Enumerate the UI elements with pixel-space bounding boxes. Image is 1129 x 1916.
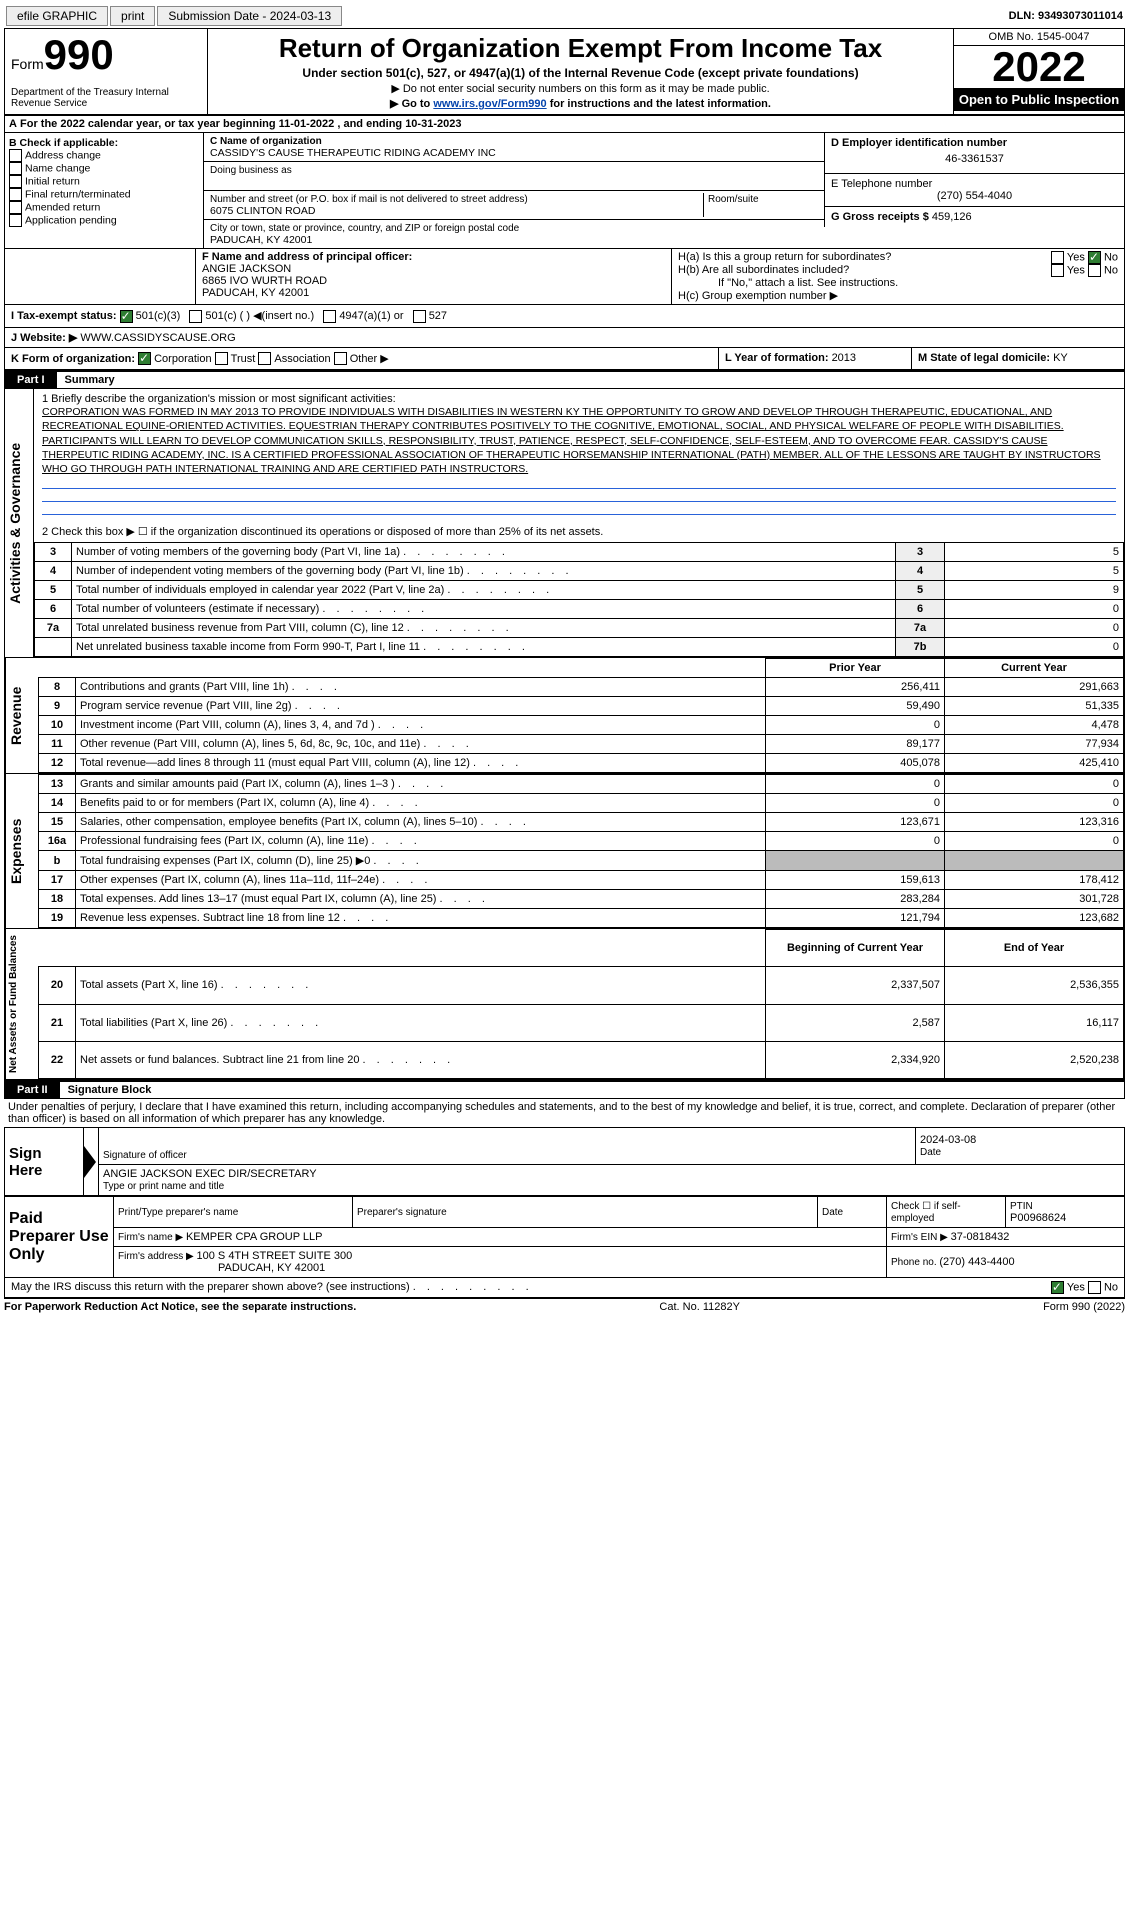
website: WWW.CASSIDYSCAUSE.ORG — [77, 332, 235, 344]
form-header: Form990 Department of the Treasury Inter… — [4, 28, 1125, 116]
exp-row: 15Salaries, other compensation, employee… — [39, 813, 1124, 832]
exp-row: 19Revenue less expenses. Subtract line 1… — [39, 909, 1124, 928]
gov-row: 4Number of independent voting members of… — [35, 562, 1124, 581]
na-row: 20Total assets (Part X, line 16) . . . .… — [39, 967, 1124, 1004]
org-name: CASSIDY'S CAUSE THERAPEUTIC RIDING ACADE… — [210, 147, 496, 159]
summary-block: Activities & Governance 1 Briefly descri… — [4, 389, 1125, 658]
vlabel-revenue: Revenue — [5, 658, 38, 773]
sign-date: 2024-03-08 — [920, 1134, 976, 1146]
fh-block: F Name and address of principal officer:… — [4, 249, 1125, 305]
row-klm: K Form of organization: Corporation Trus… — [4, 348, 1125, 371]
na-row: 22Net assets or fund balances. Subtract … — [39, 1041, 1124, 1078]
gov-row: 7aTotal unrelated business revenue from … — [35, 619, 1124, 638]
na-row: 21Total liabilities (Part X, line 26) . … — [39, 1004, 1124, 1041]
vlabel-netassets: Net Assets or Fund Balances — [5, 929, 38, 1079]
open-to-public: Open to Public Inspection — [954, 88, 1124, 111]
submission-date-button[interactable]: Submission Date - 2024-03-13 — [157, 6, 342, 26]
rev-row: 9Program service revenue (Part VIII, lin… — [39, 697, 1124, 716]
section-b: B Check if applicable: Address changeNam… — [5, 133, 204, 248]
rev-row: 11Other revenue (Part VIII, column (A), … — [39, 735, 1124, 754]
officer-name: ANGIE JACKSON — [202, 263, 291, 275]
penalty-text: Under penalties of perjury, I declare th… — [4, 1099, 1125, 1127]
checkbox-final-return-terminated[interactable]: Final return/terminated — [9, 188, 199, 201]
exp-row: 16aProfessional fundraising fees (Part I… — [39, 832, 1124, 851]
checkbox-initial-return[interactable]: Initial return — [9, 175, 199, 188]
may-discuss: May the IRS discuss this return with the… — [4, 1278, 1125, 1298]
line-a: A For the 2022 calendar year, or tax yea… — [4, 116, 1125, 133]
row-i: I Tax-exempt status: 501(c)(3) 501(c) ( … — [4, 305, 1125, 328]
rev-row: 12Total revenue—add lines 8 through 11 (… — [39, 754, 1124, 773]
officer-typed: ANGIE JACKSON EXEC DIR/SECRETARY — [103, 1168, 317, 1180]
ein: 46-3361537 — [831, 149, 1118, 169]
city-state-zip: PADUCAH, KY 42001 — [210, 234, 312, 246]
row-j: J Website: ▶ WWW.CASSIDYSCAUSE.ORG — [4, 328, 1125, 348]
checkbox-application-pending[interactable]: Application pending — [9, 214, 199, 227]
exp-row: 13Grants and similar amounts paid (Part … — [39, 775, 1124, 794]
sign-here-table: Sign Here Signature of officer 2024-03-0… — [4, 1127, 1125, 1196]
dept-treasury: Department of the Treasury Internal Reve… — [11, 87, 201, 109]
sign-arrow-icon — [84, 1146, 96, 1178]
ssn-note: ▶ Do not enter social security numbers o… — [214, 82, 947, 95]
efile-button[interactable]: efile GRAPHIC — [6, 6, 108, 26]
print-button[interactable]: print — [110, 6, 155, 26]
goto-note: ▶ Go to www.irs.gov/Form990 for instruct… — [214, 97, 947, 110]
part1-bar: Part ISummary — [4, 370, 1125, 389]
dln-text: DLN: 93493073011014 — [1009, 10, 1123, 22]
form-number: Form990 — [11, 31, 201, 79]
form-title: Return of Organization Exempt From Incom… — [214, 33, 947, 64]
exp-row: 14Benefits paid to or for members (Part … — [39, 794, 1124, 813]
mission-text: CORPORATION WAS FORMED IN MAY 2013 TO PR… — [42, 405, 1116, 476]
form-subtitle: Under section 501(c), 527, or 4947(a)(1)… — [214, 66, 947, 80]
firm-name: KEMPER CPA GROUP LLP — [186, 1231, 323, 1243]
checkbox-amended-return[interactable]: Amended return — [9, 201, 199, 214]
rev-row: 10Investment income (Part VIII, column (… — [39, 716, 1124, 735]
line2: 2 Check this box ▶ ☐ if the organization… — [42, 525, 1116, 538]
gov-row: 6Total number of volunteers (estimate if… — [35, 600, 1124, 619]
exp-row: 18Total expenses. Add lines 13–17 (must … — [39, 890, 1124, 909]
street: 6075 CLINTON ROAD — [210, 205, 315, 217]
exp-row: 17Other expenses (Part IX, column (A), l… — [39, 871, 1124, 890]
gross-receipts: 459,126 — [932, 211, 972, 223]
phone: (270) 554-4040 — [831, 190, 1118, 202]
gov-row: Net unrelated business taxable income fr… — [35, 638, 1124, 657]
vlabel-activities: Activities & Governance — [5, 389, 33, 657]
ptin: P00968624 — [1010, 1212, 1066, 1224]
top-toolbar: efile GRAPHIC print Submission Date - 20… — [4, 4, 1125, 28]
rev-row: 8Contributions and grants (Part VIII, li… — [39, 678, 1124, 697]
exp-row: bTotal fundraising expenses (Part IX, co… — [39, 851, 1124, 871]
page-footer: For Paperwork Reduction Act Notice, see … — [4, 1298, 1125, 1313]
checkbox-address-change[interactable]: Address change — [9, 149, 199, 162]
entity-block: B Check if applicable: Address changeNam… — [4, 133, 1125, 249]
gov-row: 3Number of voting members of the governi… — [35, 543, 1124, 562]
part2-bar: Part IISignature Block — [4, 1080, 1125, 1099]
irs-link[interactable]: www.irs.gov/Form990 — [433, 98, 546, 110]
checkbox-name-change[interactable]: Name change — [9, 162, 199, 175]
paid-preparer-table: Paid Preparer Use Only Print/Type prepar… — [4, 1196, 1125, 1278]
vlabel-expenses: Expenses — [5, 774, 38, 928]
gov-row: 5Total number of individuals employed in… — [35, 581, 1124, 600]
tax-year: 2022 — [954, 46, 1124, 88]
